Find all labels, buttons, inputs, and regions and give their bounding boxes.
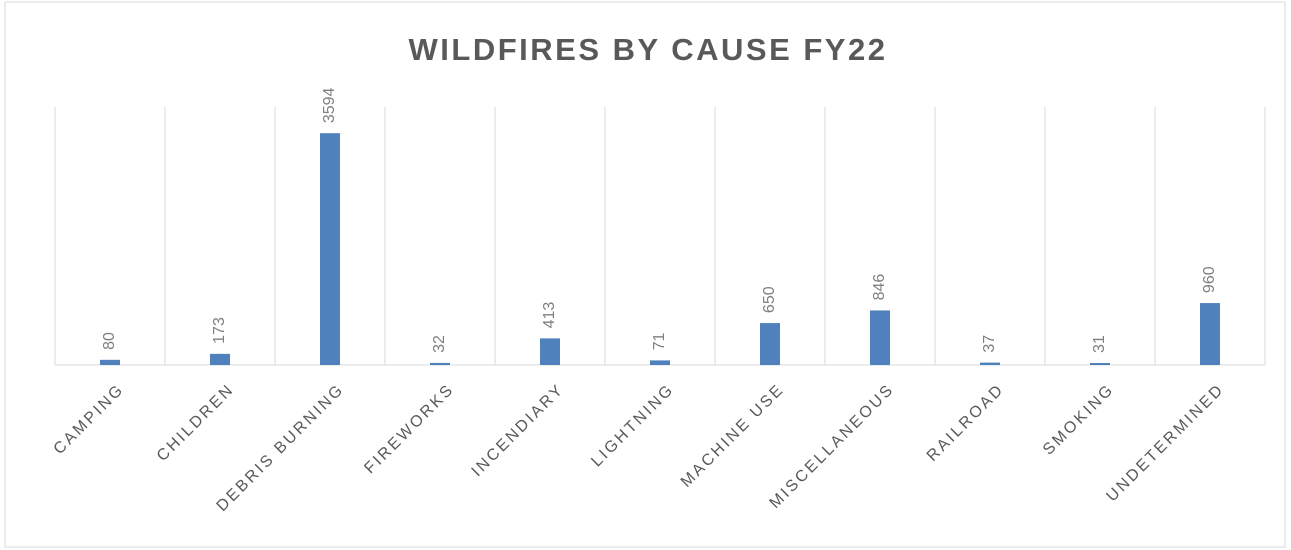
bar (210, 353, 230, 365)
bar (320, 133, 340, 365)
data-label: 80 (101, 332, 118, 350)
data-label: 846 (871, 274, 888, 301)
bar (1200, 303, 1220, 365)
bar (760, 323, 780, 365)
bar (100, 359, 120, 365)
bar (540, 338, 560, 365)
bar (1090, 363, 1110, 365)
data-label: 37 (981, 335, 998, 353)
data-label: 3594 (321, 87, 338, 123)
data-label: 650 (761, 286, 778, 313)
chart-frame (4, 1, 1286, 548)
data-label: 31 (1091, 335, 1108, 353)
bar (430, 362, 450, 365)
chart-title: WILDFIRES BY CAUSE FY22 (409, 32, 888, 67)
data-label: 173 (211, 317, 228, 344)
data-label: 413 (541, 302, 558, 329)
bar (980, 362, 1000, 365)
data-label: 960 (1201, 266, 1218, 293)
data-label: 71 (651, 333, 668, 351)
data-label: 32 (431, 335, 448, 353)
bar (870, 310, 890, 365)
bar (650, 360, 670, 365)
